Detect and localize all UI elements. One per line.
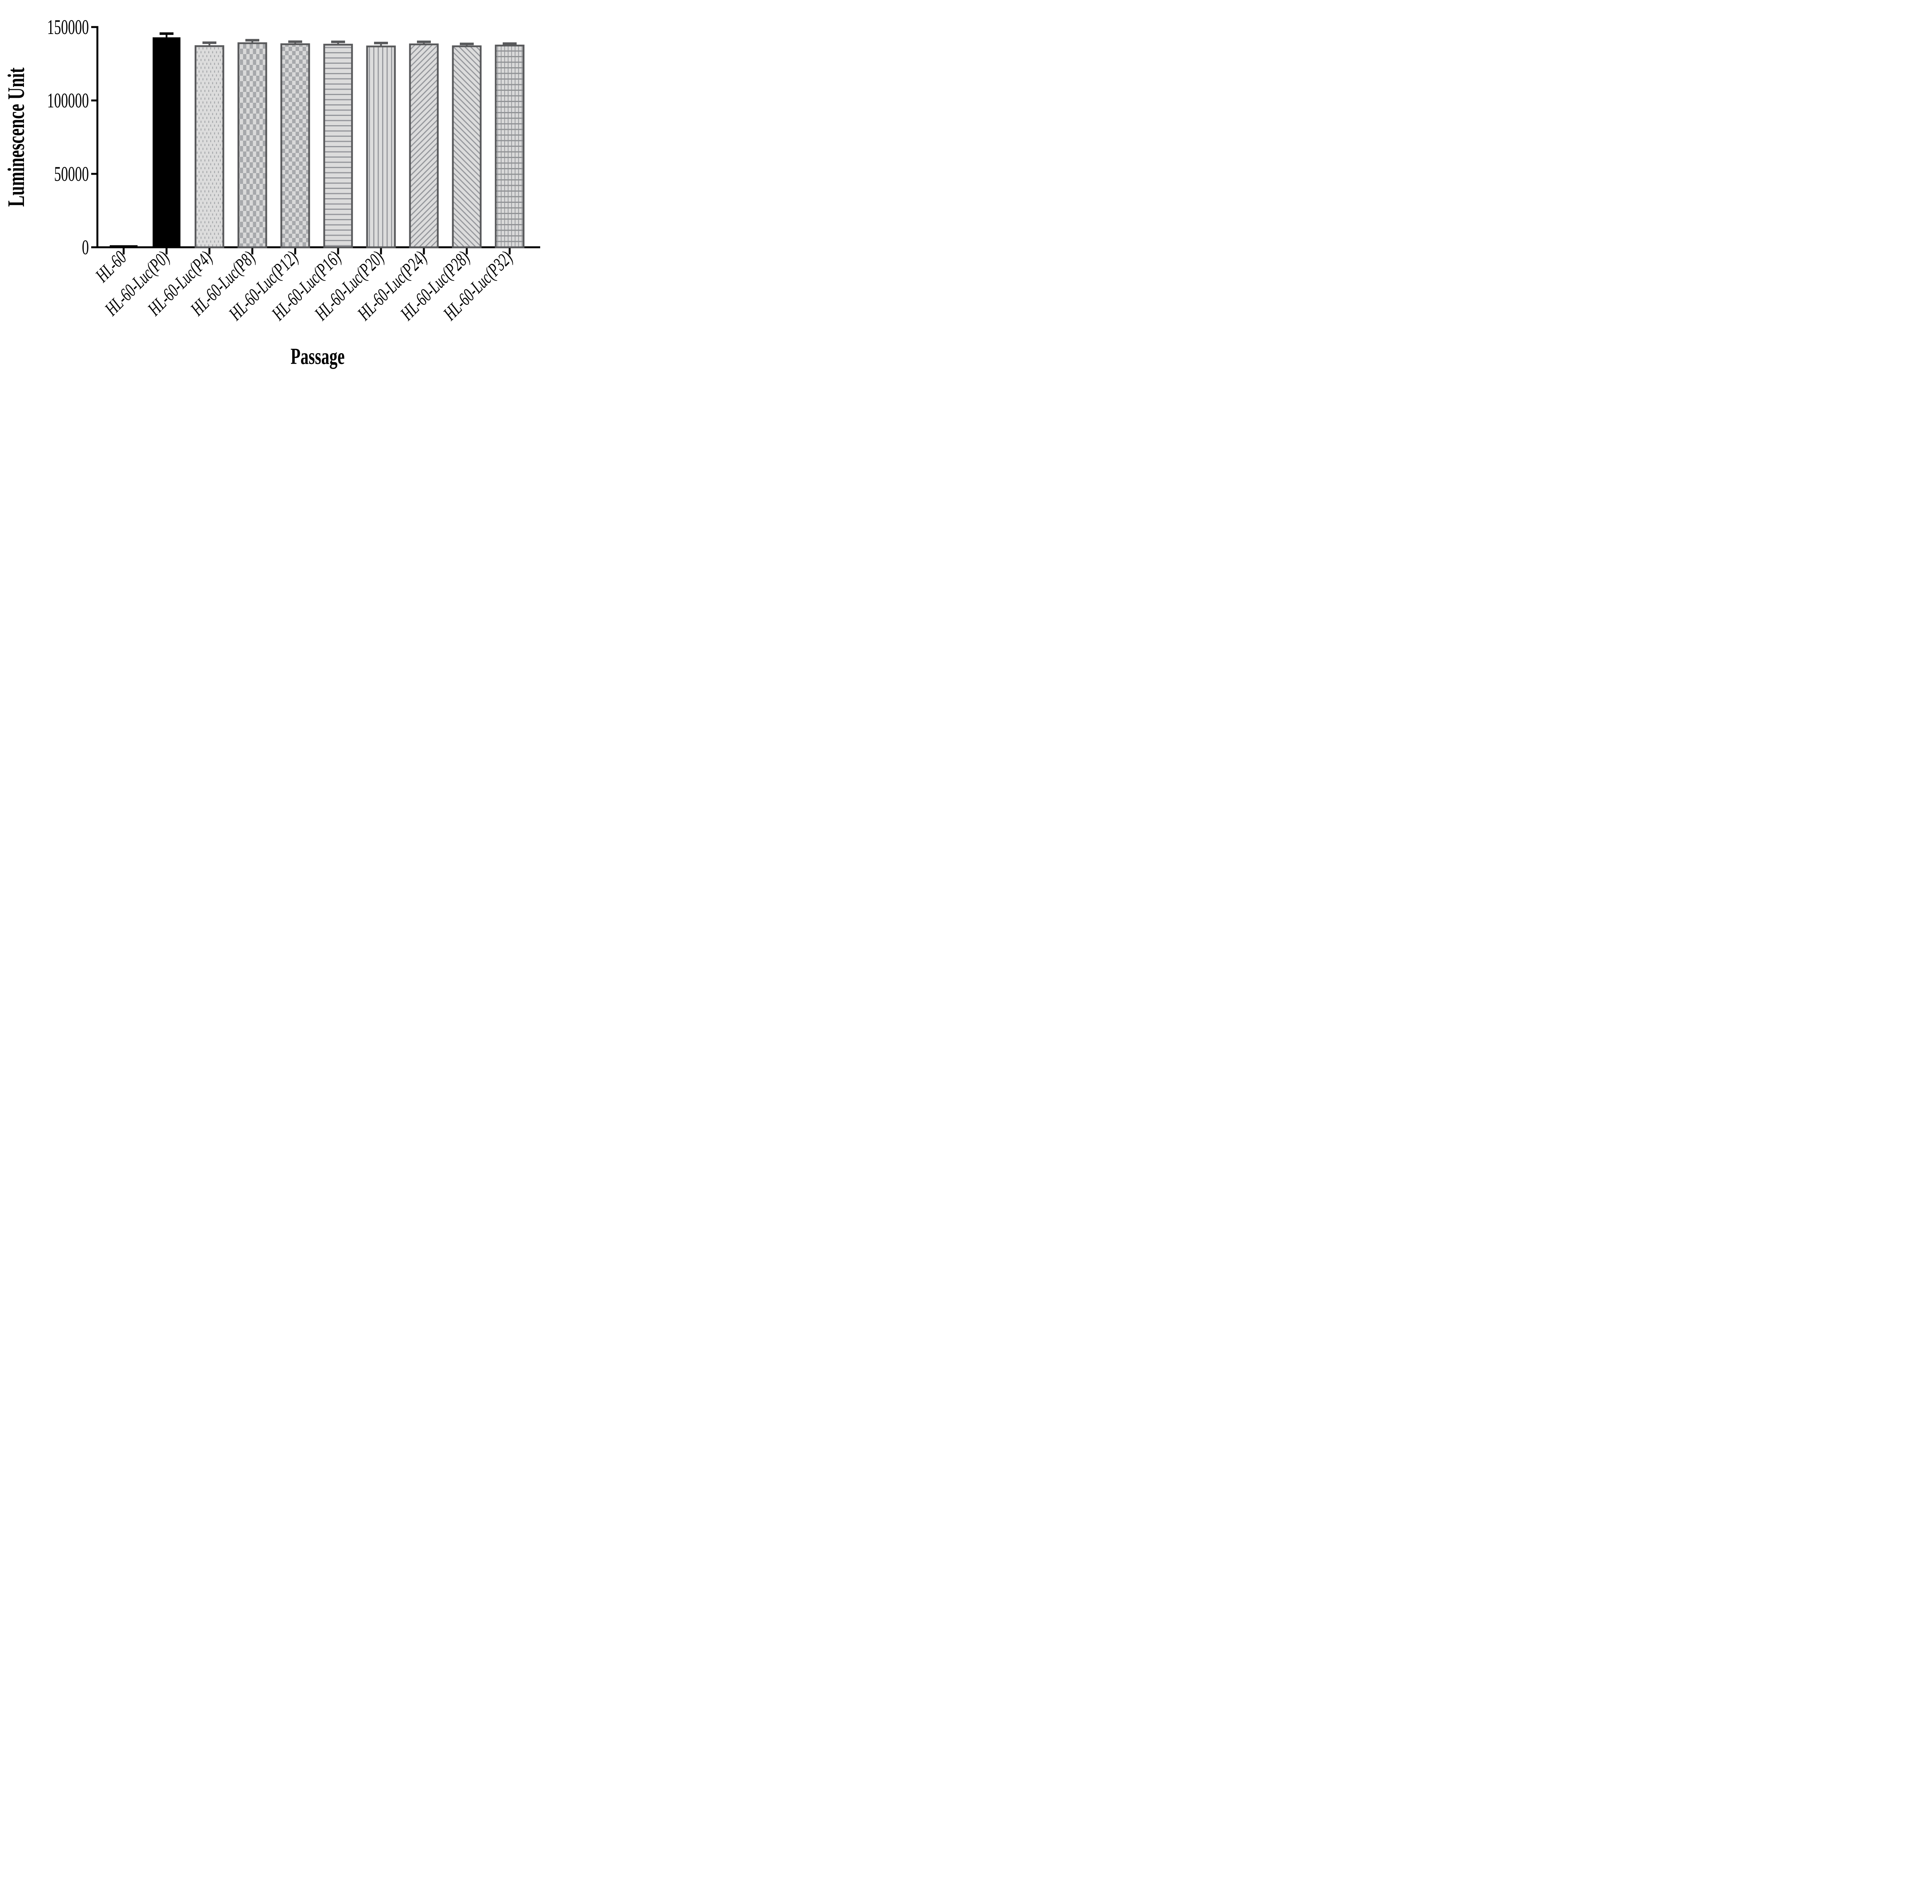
- y-tick-label: 50000: [54, 162, 89, 185]
- error-bar-cap-hl-60-luc-p24: [417, 41, 431, 43]
- bar-hl-60-luc-p16: [323, 44, 353, 248]
- error-bar-stem-hl-60-luc-p4: [208, 42, 211, 46]
- bar-hl-60: [110, 245, 138, 247]
- error-bar-cap-hl-60-luc-p28: [460, 42, 474, 45]
- bar-hl-60-luc-p28: [452, 45, 482, 248]
- error-bar-cap-hl-60-luc-p20: [374, 42, 388, 44]
- error-bar-cap-hl-60-luc-p0: [160, 32, 173, 35]
- y-tick-label: 0: [82, 236, 89, 259]
- error-bar-stem-hl-60-luc-p12: [294, 41, 296, 44]
- error-bar-stem-hl-60-luc-p0: [165, 34, 168, 37]
- bar-hl-60-luc-p20: [366, 45, 396, 248]
- error-bar-cap-hl-60-luc-p12: [288, 40, 302, 43]
- bar-hl-60-luc-p32: [495, 44, 525, 248]
- error-bar-cap-hl-60-luc-p8: [245, 39, 259, 42]
- error-bar-stem-hl-60-luc-p24: [423, 42, 425, 44]
- error-bar-cap-hl-60-luc-p16: [331, 41, 345, 43]
- bar-chart-svg: 0 50000 100000 150000 HL-60HL-60-Luc(P0)HL-…: [3, 15, 540, 369]
- x-axis-category-labels: HL-60HL-60-Luc(P0)HL-60-Luc(P4)HL-60-Luc…: [91, 247, 517, 325]
- bar-hl-60-luc-p8: [237, 42, 267, 248]
- bar-hl-60-luc-p12: [280, 43, 310, 248]
- error-bar-stem-hl-60-luc-p20: [380, 43, 382, 47]
- bars: [110, 37, 525, 248]
- chart-figure: 0 50000 100000 150000 HL-60 HL-60-Luc(P0) HL-…: [0, 0, 557, 381]
- y-axis-tick-labels: 0 50000 100000 150000: [47, 15, 89, 259]
- y-axis: [91, 26, 99, 248]
- x-axis-title: Passage: [291, 344, 345, 369]
- y-tick-label: 100000: [47, 89, 89, 112]
- error-bars: [160, 32, 517, 47]
- bar-hl-60-luc-p4: [194, 45, 224, 248]
- error-bar-stem-hl-60-luc-p16: [337, 42, 339, 45]
- error-bar-cap-hl-60-luc-p32: [503, 42, 517, 45]
- bar-hl-60-luc-p24: [409, 43, 439, 248]
- bar-hl-60-luc-p0: [153, 37, 180, 248]
- y-tick-label: 150000: [47, 15, 89, 39]
- error-bar-stem-hl-60-luc-p8: [251, 40, 253, 43]
- error-bar-cap-hl-60-luc-p4: [202, 41, 216, 44]
- y-axis-title: Luminescence Unit: [3, 68, 29, 207]
